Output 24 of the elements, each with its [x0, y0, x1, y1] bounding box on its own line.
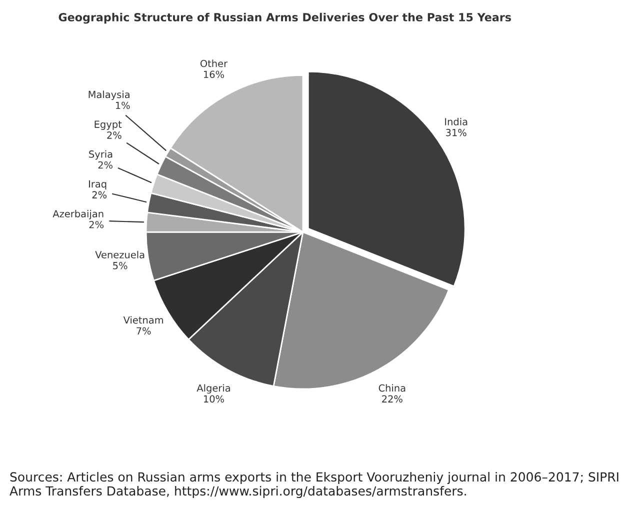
- slice-label: Syria: [89, 150, 112, 160]
- slice-label: Iraq: [89, 180, 106, 190]
- slice-label: India: [445, 118, 468, 126]
- slice-label: Algeria: [196, 384, 230, 394]
- data-label: 2%: [107, 132, 122, 139]
- slice-label: Other: [200, 60, 228, 68]
- slice-label: Vietnam: [123, 316, 164, 324]
- data-label: 1%: [116, 102, 130, 110]
- data-label: 2%: [98, 161, 112, 169]
- source-note: Sources: Articles on Russian arms exports in the Eksport Vooruzheniy journal in 2006–2017; SIPRI Arms Transfers Database, https://www.sipri.org/databases/armstransfers.: [10, 472, 618, 498]
- slice-label: Venezuela: [95, 250, 144, 258]
- slice-label: China: [378, 384, 406, 392]
- data-label: 10%: [204, 395, 224, 403]
- data-label: 16%: [204, 70, 224, 78]
- data-label: 2%: [89, 220, 104, 228]
- data-label: 5%: [113, 262, 128, 270]
- data-label: 2%: [92, 191, 107, 198]
- slice-label: Egypt: [94, 120, 122, 130]
- chart-title: Geographic Structure of Russian Arms Deliveries Over the Past 15 Years: [58, 12, 511, 24]
- data-label: 22%: [382, 395, 402, 403]
- data-label: 31%: [446, 128, 466, 136]
- slice-label: Azerbaijan: [52, 210, 104, 220]
- data-label: 7%: [136, 327, 151, 335]
- slice-label: Malaysia: [88, 90, 130, 100]
